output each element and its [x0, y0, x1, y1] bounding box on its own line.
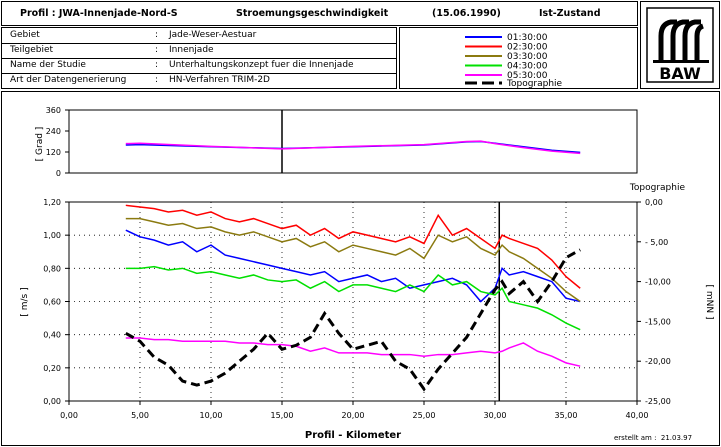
- info-sep: :: [155, 75, 159, 85]
- info-value: HN-Verfahren TRIM-2D: [169, 75, 270, 85]
- velocity-ytick-right-label: -25,00: [645, 397, 671, 406]
- velocity-series-line: [125, 217, 581, 303]
- info-value: Jade-Weser-Aestuar: [169, 30, 257, 40]
- info-sep: :: [155, 60, 159, 70]
- info-label: Name der Studie: [10, 60, 86, 70]
- velocity-ytick-label: 1,20: [43, 198, 61, 207]
- velocity-ylabel-right: [ mNN ]: [704, 285, 714, 320]
- legend-entry: Topographie: [465, 79, 563, 88]
- legend-label: 04:30:00: [507, 62, 548, 72]
- velocity-ytick-label: 1,00: [43, 231, 61, 240]
- direction-ytick-label: 0: [56, 169, 61, 178]
- velocity-ytick-right-label: 0,00: [645, 198, 663, 207]
- legend-entry: 03:30:00: [465, 52, 548, 62]
- direction-ytick-label: 360: [46, 106, 61, 115]
- logo-box: BAW: [640, 1, 720, 89]
- legend-entry: 05:30:00: [465, 71, 548, 81]
- profil-label: Profil : JWA-Innenjade-Nord-S: [20, 8, 178, 19]
- velocity-ylabel: [ m/s ]: [20, 287, 30, 316]
- velocity-series-line: [125, 337, 581, 367]
- velocity-ytick-right-label: -15,00: [645, 317, 671, 326]
- date-label: (15.06.1990): [432, 8, 501, 19]
- logo-text: BAW: [659, 64, 701, 83]
- baw-logo-icon: BAW: [646, 7, 714, 83]
- velocity-ytick-right-label: - 5,00: [645, 238, 668, 247]
- legend-label: 03:30:00: [507, 52, 548, 62]
- velocity-ytick-right-label: -10,00: [645, 278, 671, 287]
- direction-ylabel: [ Grad ]: [35, 127, 45, 162]
- topographie-title: Topographie: [629, 183, 686, 193]
- velocity-ytick-label: 0,60: [43, 298, 61, 307]
- velocity-xtick-label: 25,00: [413, 411, 436, 420]
- legend-entry: 02:30:00: [465, 43, 548, 53]
- info-sep: :: [155, 45, 159, 55]
- velocity-xtick-label: 40,00: [626, 411, 649, 420]
- direction-ytick-label: 120: [46, 148, 61, 157]
- velocity-ytick-label: 0,40: [43, 331, 61, 340]
- info-label: Art der Datengenerierung: [10, 75, 127, 85]
- velocity-xtick-label: 10,00: [200, 411, 223, 420]
- velocity-ytick-label: 0,20: [43, 364, 61, 373]
- velocity-xtick-label: 35,00: [555, 411, 578, 420]
- direction-series-line: [125, 140, 581, 155]
- info-value: Innenjade: [169, 45, 214, 55]
- velocity-xtick-label: 0,00: [60, 411, 78, 420]
- legend-label: 02:30:00: [507, 43, 548, 53]
- direction-ytick-label: 240: [46, 127, 61, 136]
- info-box: Gebiet : Jade-Weser-Aestuar Teilgebiet :…: [1, 27, 397, 89]
- chart-svg: 0 120 240 360 [ Grad ] 0,00 0,20 0,40 0,60 0,80…: [20, 106, 714, 441]
- chart-frame: 0 120 240 360 [ Grad ] 0,00 0,20 0,40 0,60 0,80…: [1, 91, 720, 446]
- legend-label: Topographie: [506, 79, 563, 88]
- direction-plot-area: [68, 109, 638, 174]
- info-label: Gebiet: [10, 30, 40, 40]
- state-label: Ist-Zustand: [539, 8, 601, 19]
- velocity-series-line: [125, 204, 581, 289]
- velocity-xtick-label: 30,00: [484, 411, 507, 420]
- header-bar: Profil : JWA-Innenjade-Nord-S Stroemungs…: [1, 1, 638, 26]
- velocity-ytick-label: 0,80: [43, 264, 61, 273]
- created-date: erstellt am : 21.03.97: [614, 434, 693, 442]
- chart-title: Stroemungsgeschwindigkeit: [236, 8, 389, 19]
- info-sep: :: [155, 30, 159, 40]
- velocity-xtick-label: 5,00: [131, 411, 149, 420]
- info-label: Teilgebiet: [10, 45, 54, 55]
- velocity-ytick-right-label: -20,00: [645, 357, 671, 366]
- legend-entry: 04:30:00: [465, 62, 548, 72]
- legend-label: 05:30:00: [507, 71, 548, 81]
- velocity-ytick-label: 0,00: [43, 397, 61, 406]
- info-value: Unterhaltungskonzept fuer die Innenjade: [169, 60, 354, 70]
- velocity-series-line: [125, 229, 581, 303]
- legend-box: 01:30:00 02:30:00 03:30:00 04:30:00 05:3…: [399, 27, 638, 89]
- legend-label: 01:30:00: [507, 33, 548, 43]
- velocity-series-line: [125, 265, 581, 331]
- legend-svg: 01:30:00 02:30:00 03:30:00 04:30:00 05:3…: [465, 33, 563, 88]
- topography-line: [125, 248, 581, 392]
- legend-entry: 01:30:00: [465, 33, 548, 43]
- x-axis-label: Profil - Kilometer: [305, 430, 401, 441]
- velocity-xtick-label: 15,00: [271, 411, 294, 420]
- velocity-xtick-label: 20,00: [342, 411, 365, 420]
